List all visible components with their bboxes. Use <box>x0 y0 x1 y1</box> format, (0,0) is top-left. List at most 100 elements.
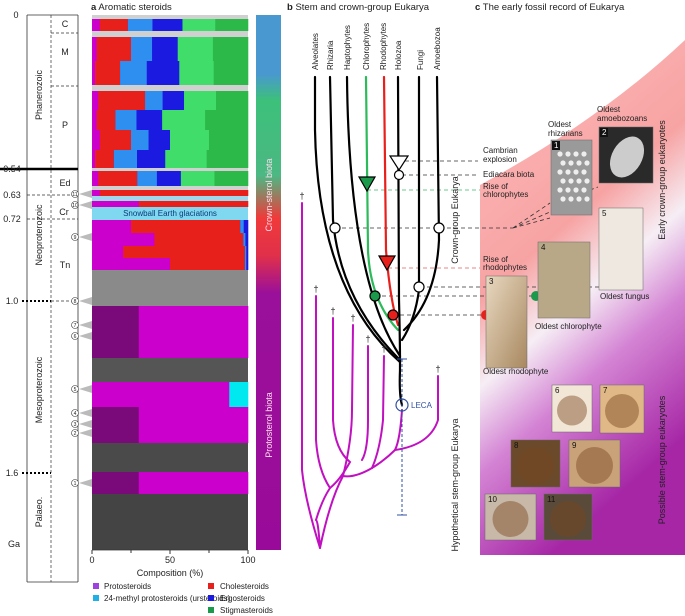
background-band <box>92 196 248 201</box>
background-band <box>92 15 248 19</box>
fungi-fossil-circle-icon <box>413 281 425 293</box>
bar-segment-protosteroids <box>92 190 101 196</box>
fossil-shape <box>517 447 554 484</box>
sample-pointer <box>79 479 92 487</box>
sample-pointer <box>79 409 92 417</box>
period-label: Ed <box>59 178 70 188</box>
bar-segment-cholesteroids <box>99 130 132 150</box>
sample-marker-number: 1 <box>74 481 77 487</box>
fossil-image-number: 2 <box>602 128 607 137</box>
fossil-texture <box>576 196 582 202</box>
early-crown-label: Early crown-group eukaryotes <box>657 120 667 240</box>
stem-branch <box>329 317 352 489</box>
chlorophyte-triangle-icon <box>357 176 377 193</box>
fossil-texture <box>581 169 587 175</box>
sample-markers: 11 10 9 8 7 6 5 4 3 2 1 <box>71 190 92 487</box>
fossil-shape <box>557 395 587 426</box>
background-band <box>92 168 248 171</box>
fossil-texture <box>557 151 563 157</box>
chlorophyte-fossil-circle-icon <box>369 290 381 302</box>
sample-marker-circle <box>71 297 79 305</box>
bar-segment-protosteroids <box>92 150 96 168</box>
era-label: Neoproterozoic <box>34 204 44 266</box>
event-label: Rise of <box>483 255 509 264</box>
bar-segment-protosteroids <box>92 91 99 110</box>
x-tick-label: 50 <box>165 555 175 565</box>
stem-group-label: Hypothetical stem-group Eukarya <box>450 418 460 551</box>
sample-pointer <box>79 385 92 393</box>
dagger-icon: † <box>350 313 355 323</box>
age-label: 1.6 <box>6 468 19 478</box>
branch-alveolates <box>313 75 402 364</box>
bar-segment-ergosteroids-light <box>131 37 153 61</box>
fossil-texture <box>576 178 582 184</box>
legend: Protosteroids 24-methyl protosteroids (u… <box>93 582 273 615</box>
event-label: rhodophytes <box>483 263 527 272</box>
bar-segment-cholesteroids <box>96 37 132 61</box>
event-label: Ediacara biota <box>483 170 535 179</box>
bar-segment-cholesteroids <box>99 190 249 196</box>
x-tick-label: 0 <box>89 555 94 565</box>
taxon-label: Haptophytes <box>343 25 352 70</box>
fossil-texture <box>565 151 571 157</box>
sample-marker-number: 5 <box>74 387 77 393</box>
bar-segment-ergosteroids-light <box>243 233 246 246</box>
fossil-caption: Oldest <box>548 120 572 129</box>
taxon-label: Holozoa <box>394 40 403 70</box>
legend-label: Stigmasteroids <box>220 606 273 615</box>
sample-marker-circle <box>71 409 79 417</box>
bar-segment-protosteroids <box>92 61 96 85</box>
bar-segment-ergosteroids-light <box>145 91 163 110</box>
fossil-texture <box>557 169 563 175</box>
sample-marker-number: 2 <box>74 431 77 437</box>
bar-segment-protosteroids <box>92 19 101 31</box>
sample-marker-circle <box>71 321 79 329</box>
amoebozoa-fossil-circle-icon <box>433 222 445 234</box>
fossil-image-3 <box>485 275 528 369</box>
crown-group-label: Crown-group Eukarya <box>450 176 460 264</box>
fossil-texture <box>560 196 566 202</box>
bar-segment-protosteroids <box>92 220 132 233</box>
sample-marker-number: 3 <box>74 422 77 428</box>
age-unit-label: Ga <box>8 539 20 549</box>
bar-segment-ergosteroids-light <box>113 150 138 168</box>
age-label: 0.54 <box>3 164 21 174</box>
legend-label: Cholesteroids <box>220 582 269 591</box>
fossil-image-number: 8 <box>514 441 519 450</box>
biota-color-bar <box>256 15 281 550</box>
age-label: 1.0 <box>6 296 19 306</box>
fossil-image-number: 10 <box>488 495 497 504</box>
bar-segment-stigmasteroids-light <box>165 150 207 168</box>
age-label: 0.72 <box>3 214 21 224</box>
rhizaria-fossil-circle-icon <box>329 222 341 234</box>
panel-a-title: a Aromatic steroids <box>91 2 172 13</box>
fossil-texture <box>573 187 579 193</box>
fossil-image-9 <box>568 439 621 488</box>
sample-marker-number: 7 <box>74 323 77 329</box>
bar-segment-protosteroids-dark <box>92 306 139 358</box>
x-axis: 0 50 100 Composition (%) <box>89 549 256 578</box>
dagger-icon: † <box>330 306 335 316</box>
dagger-icon: † <box>313 284 318 294</box>
fossil-texture <box>576 160 582 166</box>
branch-haptophytes <box>345 75 402 358</box>
fossil-caption: Oldest chlorophyte <box>535 322 602 331</box>
bar-segment-cholesteroids <box>96 110 116 130</box>
period-label: C <box>62 19 69 29</box>
stem-branch <box>394 409 403 451</box>
bar-segment-cholesteroids <box>95 150 115 168</box>
bar-segment-cholesteroids <box>154 233 244 246</box>
fossil-shape <box>609 136 645 178</box>
x-axis-label: Composition (%) <box>137 568 204 578</box>
age-label: 0 <box>13 10 18 20</box>
taxon-label: Alveolates <box>311 33 320 70</box>
cambrian-triangle-icon <box>388 155 410 172</box>
dagger-icon: † <box>381 344 386 354</box>
leca-marker: LECA <box>395 358 433 516</box>
fossil-texture <box>584 178 590 184</box>
fossil-caption: Oldest <box>597 105 621 114</box>
fossil-shape <box>576 447 613 484</box>
bar-segment-protosteroids-dark <box>92 407 139 443</box>
bar-segment-cholesteroids <box>98 171 138 186</box>
stem-branch <box>361 345 369 461</box>
